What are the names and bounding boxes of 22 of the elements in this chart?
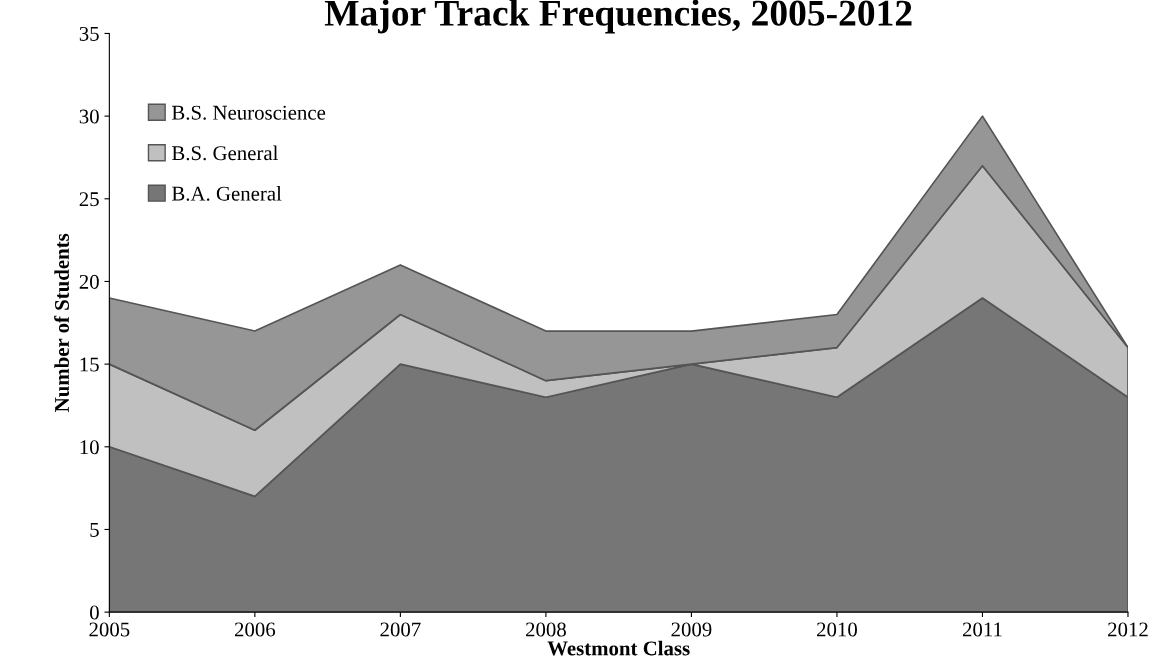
x-tick-label: 2011 — [962, 622, 1002, 637]
x-axis-title: Westmont Class — [547, 640, 690, 656]
x-tick-label: 2010 — [817, 622, 857, 637]
x-tick-label: 2008 — [525, 622, 566, 637]
y-tick-label: 10 — [80, 440, 99, 455]
x-tick-label: 2012 — [1108, 622, 1148, 637]
y-tick-label: 20 — [79, 274, 99, 289]
y-tick-label: 15 — [80, 357, 99, 372]
x-tick-label: 2005 — [89, 622, 130, 637]
chart-title: Major Track Frequencies, 2005-2012 — [324, 0, 912, 34]
x-tick-label: 2007 — [380, 622, 421, 637]
y-tick-label: 35 — [79, 26, 99, 41]
x-tick-label: 2009 — [671, 622, 712, 637]
y-tick-label: 25 — [79, 192, 99, 207]
legend-label: B.S. General — [171, 145, 278, 161]
x-tick-label: 2006 — [234, 622, 276, 637]
y-axis-title: Number of Students — [54, 233, 70, 412]
y-tick-label: 5 — [90, 523, 99, 537]
legend-label: B.S. Neuroscience — [171, 105, 326, 120]
y-tick-label: 30 — [79, 109, 99, 124]
y-tick-label: 0 — [90, 605, 99, 620]
legend-label: B.A. General — [171, 185, 282, 201]
